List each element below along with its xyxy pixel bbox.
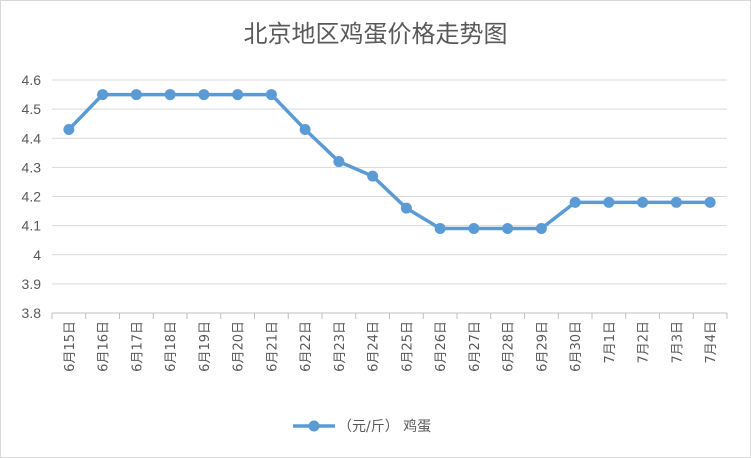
data-point [130,89,142,101]
series-line [67,92,712,231]
x-tick-label: 6月17日 [130,321,145,372]
x-tick-label: 6月22日 [299,321,314,372]
data-point [468,223,480,235]
y-tick-label: 4.3 [22,159,42,175]
y-tick-label: 3.9 [22,276,42,292]
x-tick-label: 6月16日 [97,321,112,372]
data-point [333,156,345,168]
data-point [63,124,75,136]
data-point [400,202,412,214]
data-point [569,196,581,208]
x-tick-label: 6月21日 [265,321,280,372]
x-tick-label: 6月19日 [198,321,213,372]
x-tick-label: 6月18日 [164,321,179,372]
data-point [232,89,244,101]
y-tick-label: 3.8 [22,305,42,321]
legend-label: （元/斤） 鸡蛋 [338,418,431,435]
data-point [434,223,446,235]
x-tick-label: 7月4日 [704,321,719,364]
data-point [502,223,514,235]
y-tick-label: 4.2 [22,189,42,205]
x-tick-label: 7月3日 [670,321,685,364]
x-tick-label: 6月20日 [232,321,247,372]
x-tick-label: 6月30日 [569,321,584,372]
data-point [97,89,109,101]
data-point [535,223,547,235]
y-tick-label: 4.6 [22,72,42,88]
x-tick-label: 6月29日 [535,321,550,372]
data-point [164,89,176,101]
y-tick-label: 4.5 [22,101,42,117]
data-point [670,196,682,208]
x-tick-label: 6月27日 [468,321,483,372]
legend-marker [308,420,320,432]
y-tick-label: 4 [33,247,41,263]
x-tick-label: 6月26日 [434,321,449,372]
data-point [367,170,379,182]
x-tick-label: 6月24日 [367,321,382,372]
x-tick-label: 6月28日 [502,321,517,372]
data-point [299,124,311,136]
x-tick-label: 6月23日 [333,321,348,372]
data-point [704,196,716,208]
y-tick-label: 4.4 [22,130,42,146]
data-point [603,196,615,208]
x-tick-label: 6月25日 [400,321,415,372]
data-point [265,89,277,101]
chart-title: 北京地区鸡蛋价格走势图 [243,20,508,48]
data-point [637,196,649,208]
y-tick-label: 4.1 [22,218,42,234]
data-point [198,89,210,101]
x-tick-label: 6月15日 [63,321,78,372]
x-tick-label: 7月2日 [637,321,652,364]
x-tick-label: 7月1日 [603,321,618,364]
